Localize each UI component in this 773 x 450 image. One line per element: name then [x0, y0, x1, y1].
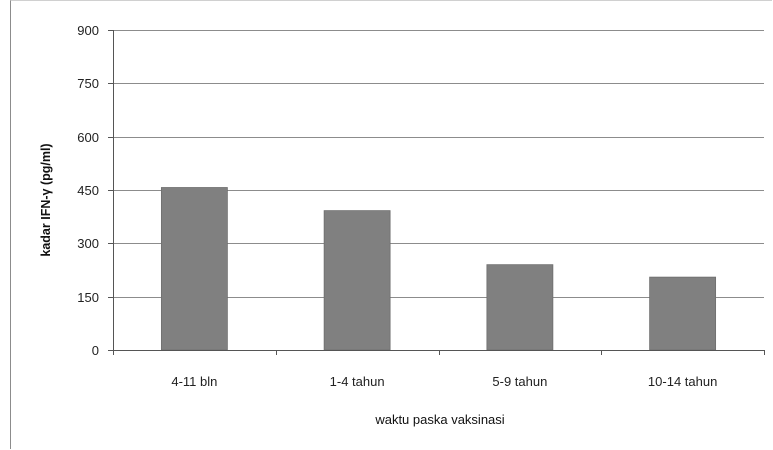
bars	[160, 187, 717, 351]
x-tick-label: 10-14 tahun	[648, 374, 717, 389]
bar-1-4-tahun	[323, 210, 391, 351]
y-tick-label: 750	[77, 76, 99, 91]
x-tick-label: 4-11 bln	[171, 374, 217, 389]
x-axis-title: waktu paska vaksinasi	[374, 412, 504, 427]
chart-frame	[10, 0, 772, 449]
y-tick-label: 600	[77, 130, 99, 145]
x-tick-label: 1-4 tahun	[330, 374, 385, 389]
x-tick-label: 5-9 tahun	[492, 374, 547, 389]
y-tick-label: 0	[92, 343, 99, 358]
y-axis-title: kadar IFN-γ (pg/ml)	[39, 143, 53, 256]
y-tick-label: 150	[77, 290, 99, 305]
y-tick-label: 900	[77, 23, 99, 38]
axes	[113, 30, 764, 351]
x-tick-labels: 4-11 bln 1-4 tahun 5-9 tahun 10-14 tahun	[171, 374, 717, 389]
bar-5-9-tahun	[486, 264, 554, 351]
bar-10-14-tahun	[649, 276, 717, 351]
y-tick-labels: 0 150 300 450 600 750 900	[77, 23, 99, 358]
y-tick-label: 300	[77, 236, 99, 251]
bar-4-11-bln	[160, 187, 228, 351]
y-tick-label: 450	[77, 183, 99, 198]
